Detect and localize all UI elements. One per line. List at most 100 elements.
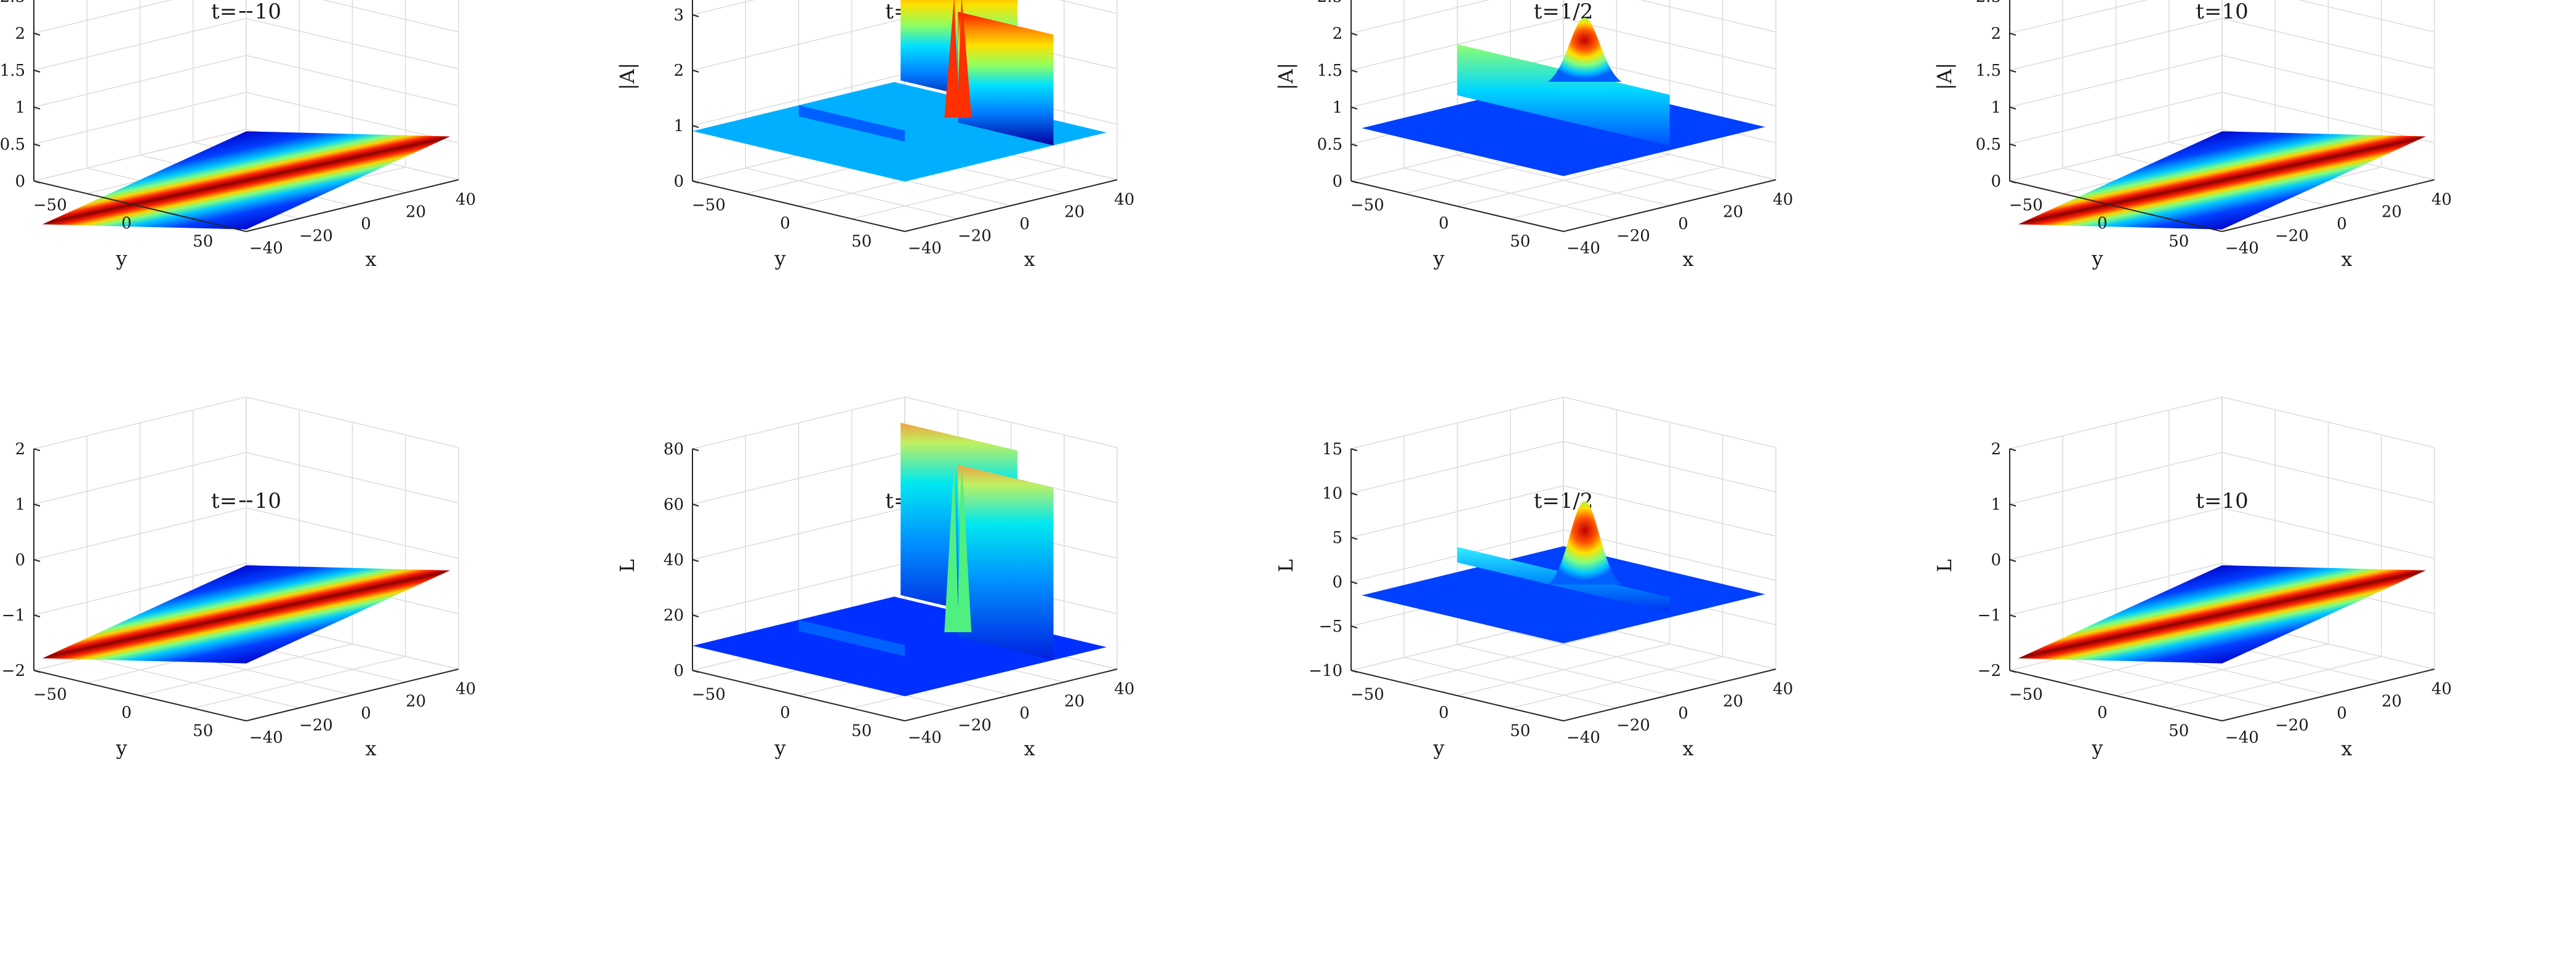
y-tick-label: −50 — [1350, 685, 1384, 704]
x-tick-label: 0 — [1678, 215, 1688, 233]
z-tick-label: 2.5 — [0, 0, 25, 6]
z-tick-label: 2 — [1332, 25, 1342, 43]
y-tick-label: −50 — [2009, 196, 2043, 214]
y-tick-label: 50 — [1510, 722, 1530, 741]
z-tick-label: 0 — [1991, 551, 2001, 569]
y-ticks: 50 0 −50 — [2009, 685, 2189, 740]
y-tick-label: 0 — [121, 704, 132, 722]
z-tick-label: −2 — [2, 662, 25, 680]
y-ticks: 50 0 −50 — [692, 196, 872, 251]
x-tick-label: −20 — [1616, 717, 1650, 735]
x-tick-label: 40 — [1773, 191, 1793, 209]
x-tick-label: 0 — [1678, 704, 1688, 723]
z-tick-label: 1 — [15, 98, 25, 117]
y-tick-label: 50 — [2169, 233, 2189, 251]
z-tick-label: 0 — [15, 172, 25, 191]
x-axis-label: x — [1682, 247, 1693, 271]
y-tick-label: 50 — [851, 722, 872, 741]
surface — [2018, 131, 2426, 230]
surface — [692, 422, 1107, 696]
z-tick-label: 1.5 — [1976, 62, 2001, 80]
x-axis-label: x — [365, 737, 376, 760]
x-ticks: −40 −20 0 20 40 — [1567, 191, 1793, 258]
x-tick-label: −40 — [908, 728, 942, 747]
x-tick-label: 40 — [455, 191, 476, 209]
surface — [42, 131, 451, 230]
y-ticks: 50 0 −50 — [1350, 196, 1530, 251]
y-axis-label: y — [2091, 247, 2103, 270]
y-tick-label: 50 — [193, 722, 213, 741]
x-axis-label: x — [2341, 247, 2352, 271]
y-tick-label: 50 — [193, 233, 213, 251]
x-ticks: −40 −20 0 20 40 — [908, 680, 1134, 747]
x-ticks: −40 −20 0 20 40 — [2225, 191, 2452, 258]
z-tick-label: 2 — [1991, 25, 2001, 43]
z-tick-label: 1 — [1332, 98, 1342, 117]
soliton-surface — [42, 565, 451, 664]
x-tick-label: 0 — [1019, 704, 1030, 723]
z-tick-label: −10 — [1309, 662, 1342, 680]
z-tick-label: 0 — [673, 172, 684, 191]
surface — [42, 565, 451, 664]
z-tick-label: 0.5 — [0, 135, 25, 154]
x-ticks: −40 −20 0 20 40 — [2225, 680, 2452, 747]
y-tick-label: 0 — [121, 214, 132, 233]
z-tick-label: 0 — [1332, 172, 1342, 191]
z-axis-label: L — [616, 559, 639, 572]
z-tick-label: 60 — [664, 496, 684, 514]
z-tick-label: 1 — [15, 496, 25, 514]
y-axis-label: y — [1432, 247, 1444, 270]
z-axis-label: |A| — [1933, 63, 1956, 90]
y-ticks: 50 0 −50 — [692, 685, 872, 740]
y-axis-label: y — [115, 247, 127, 270]
y-tick-label: 0 — [780, 214, 790, 233]
ridge-surface — [1457, 44, 1670, 146]
z-tick-label: 2 — [15, 440, 25, 459]
z-tick-label: 1.5 — [0, 62, 25, 80]
y-axis-label: y — [115, 736, 127, 760]
x-tick-label: −20 — [299, 717, 333, 735]
y-ticks: 50 0 −50 — [2009, 196, 2189, 251]
soliton-surface — [2018, 565, 2426, 664]
z-tick-label: 1 — [1991, 98, 2001, 117]
y-ticks: 50 0 −50 — [33, 196, 213, 251]
x-tick-label: 20 — [406, 692, 426, 710]
z-tick-label: 2 — [1991, 440, 2001, 459]
y-tick-label: 0 — [2097, 704, 2108, 722]
y-ticks: 50 0 −50 — [33, 685, 213, 740]
y-tick-label: 50 — [851, 233, 872, 251]
z-ticks: 01234 — [673, 6, 699, 191]
z-tick-label: 1 — [1991, 496, 2001, 514]
x-axis-label: x — [2341, 737, 2352, 760]
x-axis-label: x — [1682, 737, 1693, 760]
x-tick-label: −40 — [2225, 239, 2259, 257]
y-axis-label: y — [774, 247, 785, 270]
z-axis-label: L — [1933, 559, 1956, 572]
x-tick-label: −20 — [2275, 227, 2309, 246]
floor-surface — [1362, 546, 1765, 643]
ledge-surface — [798, 620, 905, 656]
surface — [692, 0, 1107, 182]
z-tick-label: −1 — [2, 606, 25, 625]
x-tick-label: −20 — [2275, 717, 2309, 735]
z-tick-label: 0 — [15, 551, 25, 569]
y-tick-label: −50 — [1350, 196, 1384, 214]
x-tick-label: 40 — [1114, 191, 1134, 209]
x-tick-label: 20 — [2381, 203, 2402, 221]
x-ticks: −40 −20 0 20 40 — [249, 680, 476, 747]
z-tick-label: 1.5 — [1317, 62, 1342, 80]
y-axis-label: y — [1432, 736, 1444, 760]
x-tick-label: 0 — [361, 704, 371, 723]
axis-frame — [1350, 449, 1776, 721]
x-tick-label: −20 — [1616, 227, 1650, 246]
x-tick-label: 40 — [1773, 680, 1793, 699]
z-tick-label: −5 — [1319, 617, 1342, 636]
z-axis-label: L — [1274, 559, 1298, 572]
z-ticks: −2 −1 0 1 2 — [1978, 440, 2016, 680]
z-ticks: −2 −1 0 1 2 — [2, 440, 41, 680]
